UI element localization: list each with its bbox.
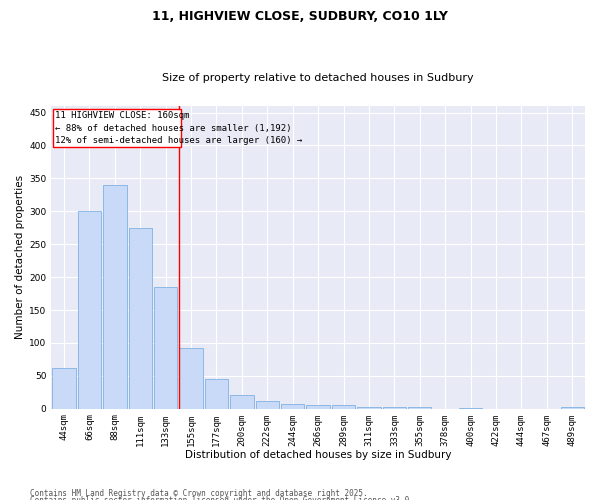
Bar: [256, 401, 279, 408]
Text: Contains HM Land Registry data © Crown copyright and database right 2025.: Contains HM Land Registry data © Crown c…: [30, 488, 368, 498]
Text: ← 88% of detached houses are smaller (1,192): ← 88% of detached houses are smaller (1,…: [55, 124, 292, 133]
Bar: [281, 404, 304, 408]
Bar: [179, 348, 203, 408]
Text: 11 HIGHVIEW CLOSE: 160sqm: 11 HIGHVIEW CLOSE: 160sqm: [55, 112, 190, 120]
Bar: [103, 185, 127, 408]
Bar: [408, 406, 431, 408]
Text: 11, HIGHVIEW CLOSE, SUDBURY, CO10 1LY: 11, HIGHVIEW CLOSE, SUDBURY, CO10 1LY: [152, 10, 448, 23]
Title: Size of property relative to detached houses in Sudbury: Size of property relative to detached ho…: [163, 73, 474, 83]
X-axis label: Distribution of detached houses by size in Sudbury: Distribution of detached houses by size …: [185, 450, 451, 460]
FancyBboxPatch shape: [53, 110, 181, 148]
Bar: [78, 212, 101, 408]
Bar: [154, 287, 178, 408]
Bar: [357, 406, 380, 408]
Bar: [332, 406, 355, 408]
Bar: [128, 228, 152, 408]
Bar: [307, 406, 330, 408]
Bar: [205, 379, 228, 408]
Bar: [230, 395, 254, 408]
Bar: [383, 406, 406, 408]
Bar: [52, 368, 76, 408]
Text: 12% of semi-detached houses are larger (160) →: 12% of semi-detached houses are larger (…: [55, 136, 302, 145]
Y-axis label: Number of detached properties: Number of detached properties: [15, 176, 25, 340]
Text: Contains public sector information licensed under the Open Government Licence v3: Contains public sector information licen…: [30, 496, 414, 500]
